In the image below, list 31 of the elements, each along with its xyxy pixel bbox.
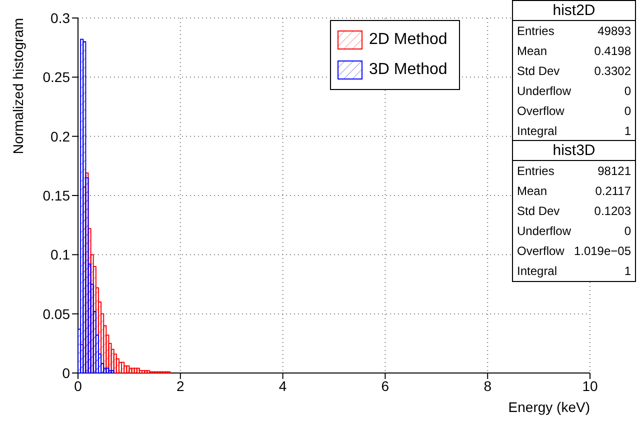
- text: Mean 0.4198: [517, 44, 631, 58]
- text: Entries 98121: [517, 164, 631, 178]
- x-tick-label: 0: [74, 378, 82, 394]
- x-tick-label: 2: [176, 378, 184, 394]
- text: Integral 1: [517, 124, 631, 138]
- y-tick-label: 0.1: [50, 246, 70, 263]
- text: Mean 0.2117: [517, 184, 631, 198]
- annotation: Overflow 1.019e−05: [517, 243, 631, 259]
- legend-label: 3D Method: [369, 61, 448, 79]
- y-tick-label: 0.15: [42, 187, 70, 204]
- y-tick-label: 0.25: [42, 69, 70, 86]
- y-tick-label: 0.05: [42, 306, 70, 322]
- x-tick-label: 8: [484, 378, 492, 394]
- text: Overflow 0: [517, 104, 631, 118]
- x-tick-label: 10: [582, 378, 598, 394]
- text: Std Dev 0.3302: [517, 64, 631, 78]
- text: Entries 49893: [517, 24, 631, 38]
- text: Integral 1: [517, 264, 631, 278]
- y-axis-title: Normalized histogram: [10, 18, 26, 154]
- x-tick-label: 6: [381, 378, 390, 394]
- x-axis-title: Energy (keV): [508, 399, 590, 415]
- y-tick-label: 0.2: [50, 128, 70, 144]
- text: Underflow 0: [517, 84, 631, 98]
- y-tick-label: 0.3: [50, 10, 70, 26]
- y-tick-label: 0: [62, 364, 70, 381]
- annotation: hist3D: [513, 141, 635, 161]
- legend-label: 2D Method: [369, 31, 448, 49]
- text: Underflow 0: [517, 224, 631, 238]
- text: Std Dev 0.1203: [517, 204, 631, 218]
- x-tick-label: 4: [278, 378, 287, 394]
- annotation: hist2D: [513, 1, 635, 21]
